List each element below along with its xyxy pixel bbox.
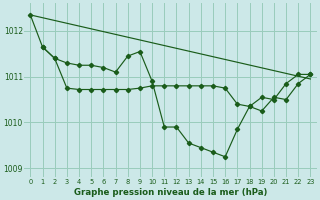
X-axis label: Graphe pression niveau de la mer (hPa): Graphe pression niveau de la mer (hPa) [74,188,267,197]
